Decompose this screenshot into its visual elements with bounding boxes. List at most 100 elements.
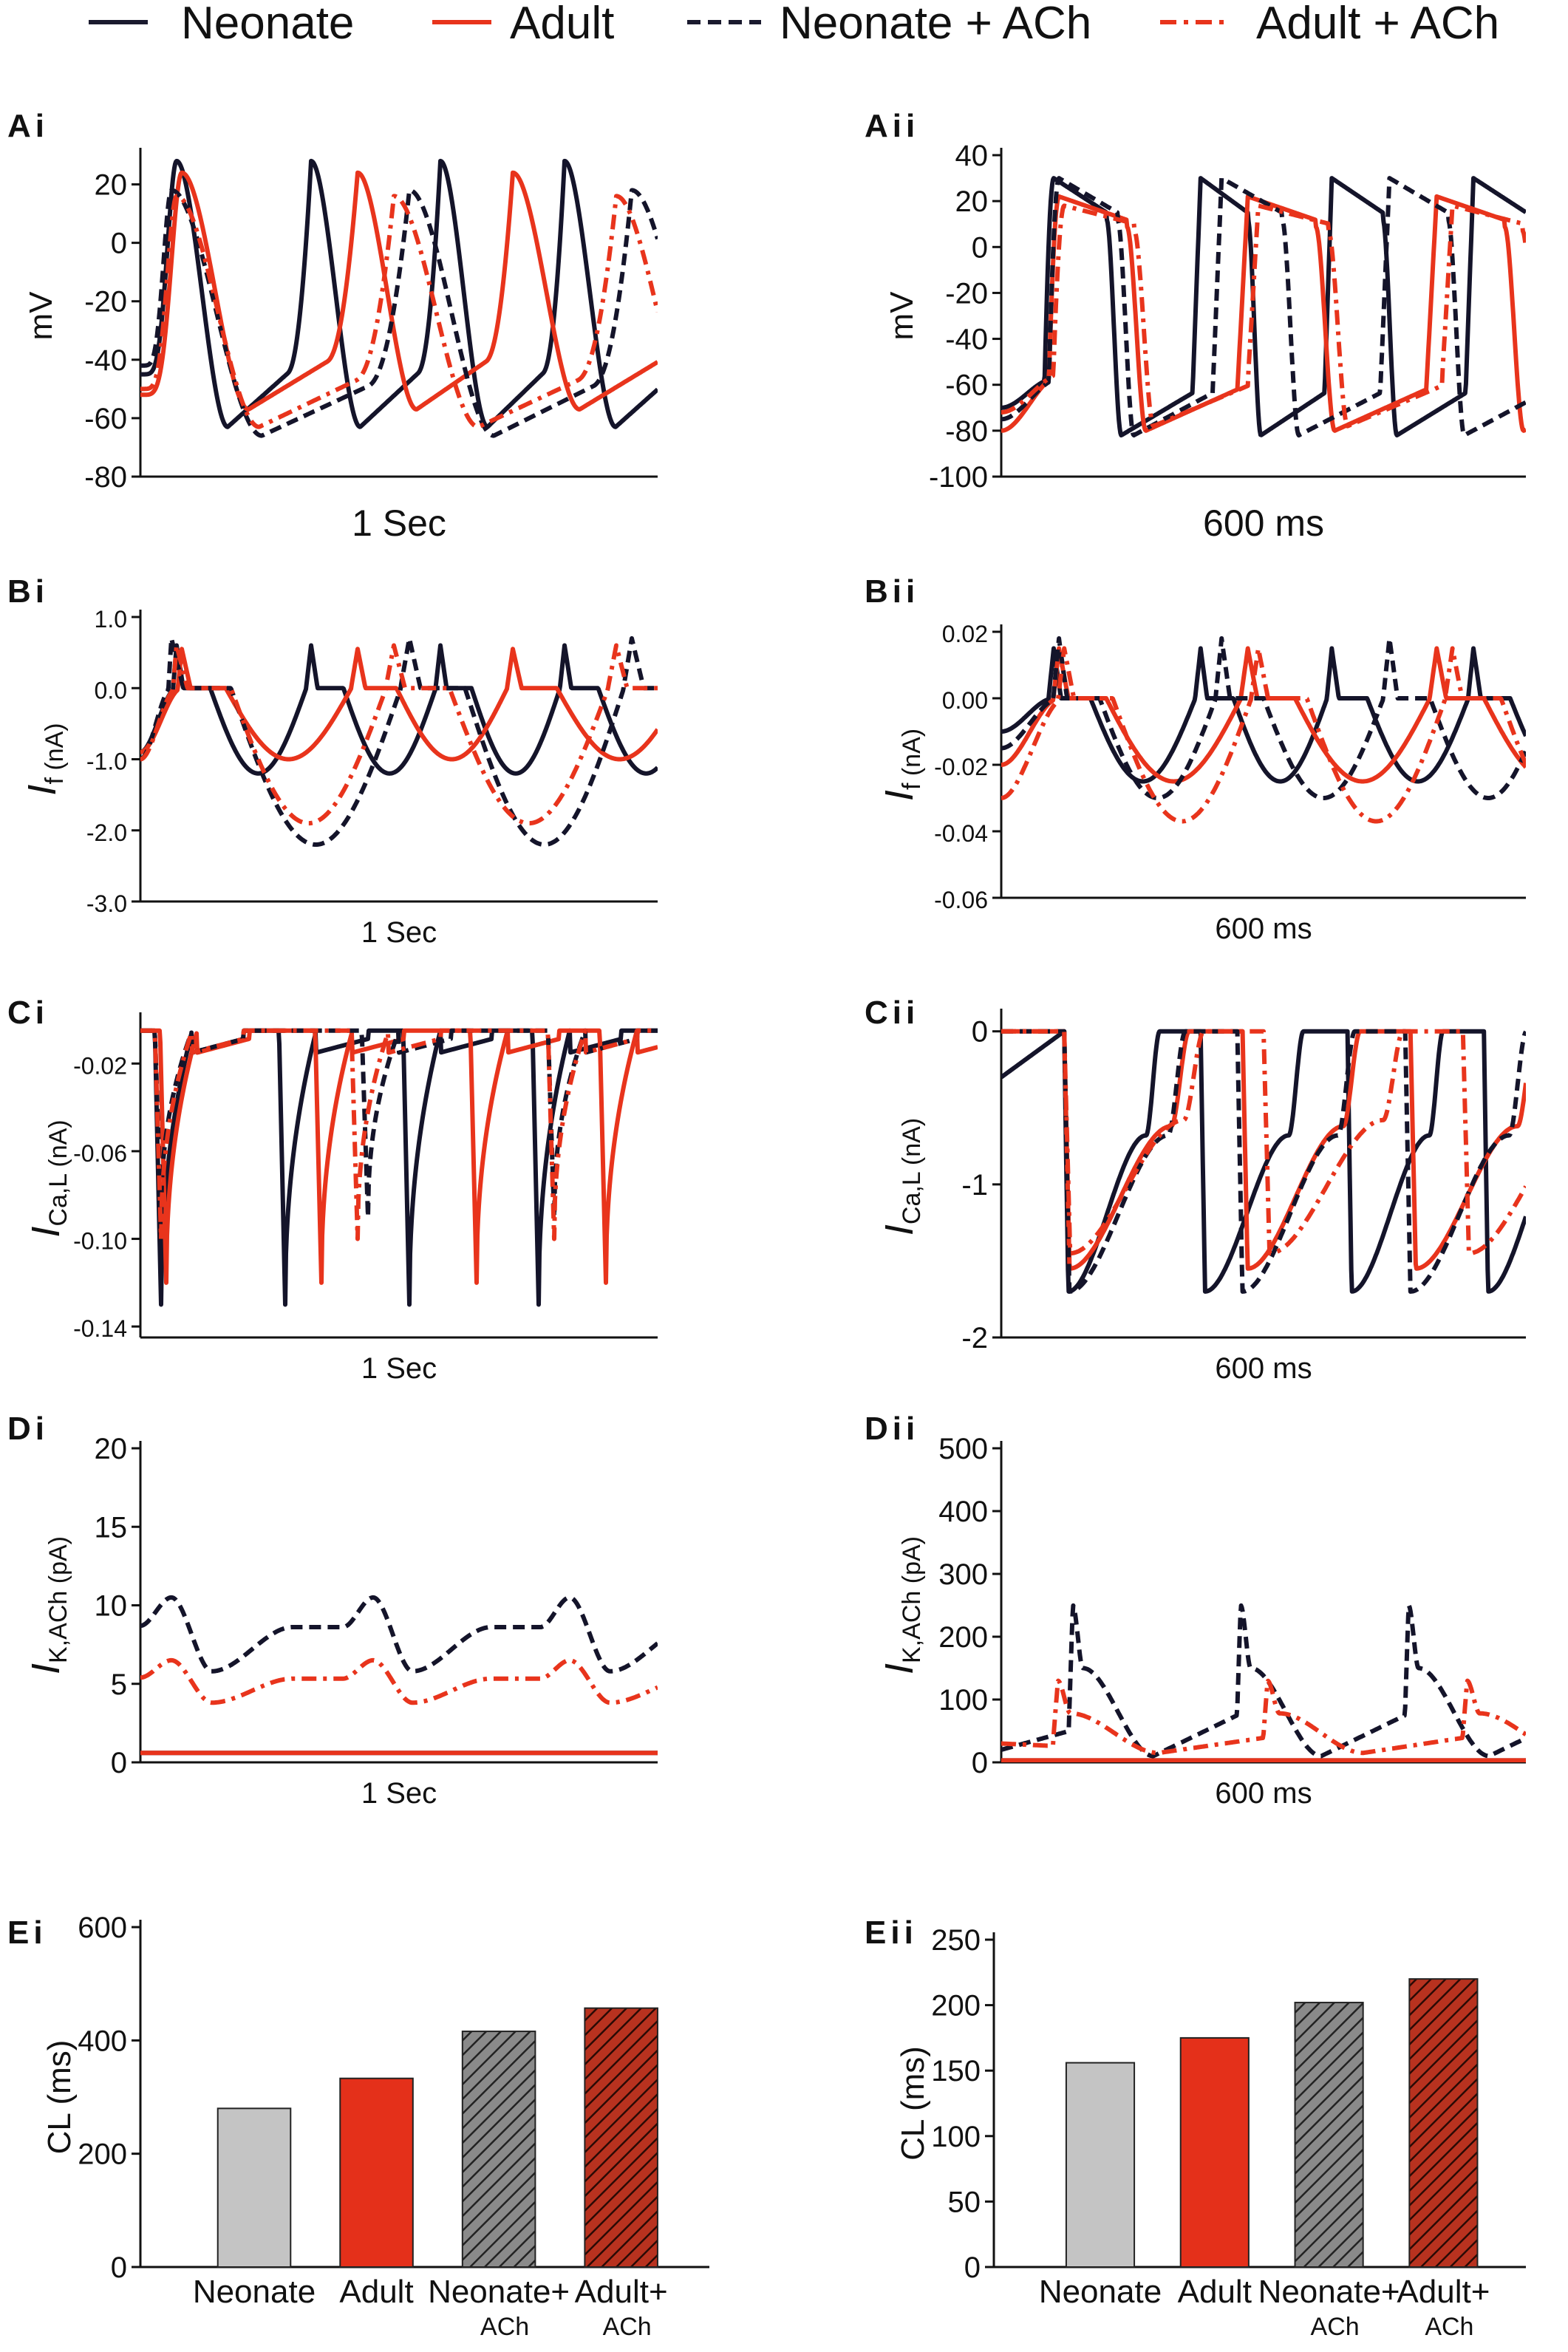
category-sublabel: ACh — [480, 2313, 529, 2341]
y-tick-label: -40 — [945, 324, 988, 356]
y-tick-label: 400 — [938, 1496, 988, 1528]
x-caption: 600 ms — [1215, 1777, 1312, 1810]
y-tick-label: -3.0 — [86, 890, 127, 917]
series-line-adult — [1001, 646, 1526, 784]
panel-ai: Ai 20 0 -20 -40 -60 -80 mV 1 Sec — [7, 108, 658, 544]
y-tick-label: -1.0 — [86, 749, 127, 775]
series-line-adult-ach — [1001, 646, 1526, 824]
y-axis-label: If (nA) — [20, 723, 69, 795]
y-axis-label: CL (ms) — [41, 2040, 78, 2155]
bar-neonate — [1294, 2002, 1364, 2268]
series-line-adult — [1001, 1029, 1526, 1271]
panel-label: Cii — [865, 995, 919, 1031]
series-line-neonate-ach — [140, 1028, 658, 1219]
bar-adult — [339, 2077, 414, 2268]
y-tick-label: 10 — [95, 1590, 128, 1623]
y-tick-label: 0 — [111, 2252, 127, 2284]
y-tick-label: -0.10 — [73, 1228, 127, 1255]
y-tick-label: -20 — [84, 286, 127, 318]
y-tick-label: 0 — [972, 231, 988, 264]
series-line-neonate-ach — [1001, 1029, 1526, 1294]
y-tick-label: 5 — [111, 1668, 127, 1701]
panel-label: Ci — [7, 995, 49, 1031]
y-axis-label: mV — [23, 291, 59, 341]
y-tick-label: 0.0 — [95, 677, 127, 703]
series-line-neonate — [1001, 1029, 1526, 1294]
y-tick-label: -0.02 — [73, 1052, 127, 1079]
series-line-neonate-ach — [1001, 176, 1526, 438]
y-axis-label-main: mV — [884, 291, 920, 341]
category-label: Neonate+ — [428, 2274, 570, 2310]
y-tick-label: -2.0 — [86, 819, 127, 846]
y-tick-label: 300 — [938, 1558, 988, 1591]
y-tick-label: 20 — [955, 185, 989, 218]
panel-ci: Ci -0.02 -0.06 -0.10 -0.14 ICa,L (nA) 1 Sec — [7, 995, 658, 1385]
series-line-neonate — [1001, 176, 1526, 437]
y-axis-label-main: I — [877, 790, 921, 801]
series-line-neonate — [140, 158, 658, 429]
y-tick-label: -0.06 — [73, 1140, 127, 1167]
y-axis-label-sub: f (nA) — [898, 729, 926, 790]
series-line-neonate-ach — [1001, 636, 1526, 800]
legend-label-adult-ach: Adult + ACh — [1256, 0, 1499, 49]
bar-neonate — [461, 2031, 536, 2268]
y-tick-label: 500 — [938, 1433, 988, 1465]
y-axis-label-sub: Ca,L (nA) — [44, 1119, 72, 1226]
y-tick-label: -60 — [84, 403, 127, 435]
y-tick-label: 100 — [938, 1684, 988, 1717]
series-line-adult-ach — [140, 643, 658, 826]
legend-label-adult: Adult — [510, 0, 614, 49]
y-tick-label: -100 — [929, 461, 988, 494]
legend-label-neonate: Neonate — [181, 0, 354, 49]
y-tick-label: 0 — [972, 1016, 988, 1049]
y-tick-label: 400 — [78, 2025, 127, 2057]
y-tick-label: 100 — [931, 2121, 981, 2153]
x-caption: 600 ms — [1215, 1352, 1312, 1385]
y-axis-label: IK,ACh (pA) — [877, 1536, 926, 1674]
y-tick-label: 0 — [964, 2252, 981, 2284]
y-axis-label-main: I — [20, 785, 64, 796]
panel-label: Bii — [865, 573, 919, 610]
y-axis-label: ICa,L (nA) — [24, 1119, 72, 1237]
y-tick-label: 50 — [948, 2186, 981, 2218]
legend-label-neonate-ach: Neonate + ACh — [780, 0, 1091, 49]
y-tick-label: 0.00 — [942, 687, 988, 714]
y-tick-label: -40 — [84, 344, 127, 377]
y-tick-label: 0 — [111, 1747, 127, 1779]
y-axis-label: ICa,L (nA) — [877, 1118, 926, 1235]
x-caption: 600 ms — [1203, 502, 1324, 544]
y-tick-label: -80 — [84, 461, 127, 494]
category-label: Neonate — [1039, 2274, 1162, 2310]
y-tick-label: 15 — [95, 1511, 128, 1544]
category-sublabel: ACh — [603, 2313, 652, 2341]
bar-adult — [1179, 2036, 1250, 2268]
series-line-adult — [140, 1028, 658, 1285]
y-tick-label: 0 — [972, 1747, 988, 1779]
x-caption: 1 Sec — [361, 1352, 437, 1385]
panel-eii: Eii 250 200 150 100 50 0 CL (ms) Neonate Adult Neo… — [865, 1915, 1526, 2341]
series-line-adult-ach — [1001, 203, 1526, 429]
y-axis-label-main: mV — [23, 291, 59, 341]
y-tick-label: 200 — [931, 1990, 981, 2022]
y-axis-label-main: CL (ms) — [41, 2040, 78, 2155]
bar-neonate — [217, 2107, 292, 2268]
x-caption: 1 Sec — [352, 502, 446, 544]
y-tick-label: 250 — [931, 1924, 981, 1957]
y-tick-label: -80 — [945, 415, 988, 448]
panel-dii: Dii 500 400 300 200 100 0 IK,ACh (pA) 600 ms — [865, 1411, 1526, 1810]
panel-aii: Aii 40 20 0 -20 -40 -60 -80 -100 mV 600 ms — [865, 108, 1526, 544]
panel-label: Aii — [865, 108, 919, 144]
y-tick-label: 200 — [78, 2138, 127, 2171]
series-line-adult-ach — [1001, 1029, 1526, 1256]
panel-cii: Cii 0 -1 -2 ICa,L (nA) 600 ms — [865, 995, 1526, 1385]
category-label: Neonate+ — [1258, 2274, 1400, 2310]
y-axis-label-sub: K,ACh (pA) — [898, 1536, 926, 1663]
y-axis-label-main: CL (ms) — [895, 2046, 931, 2161]
bar-adult — [584, 2007, 658, 2268]
series-line-neonate — [140, 643, 658, 776]
y-tick-label: -0.02 — [934, 754, 988, 780]
x-caption: 600 ms — [1215, 913, 1312, 945]
y-tick-label: -0.06 — [934, 887, 988, 913]
